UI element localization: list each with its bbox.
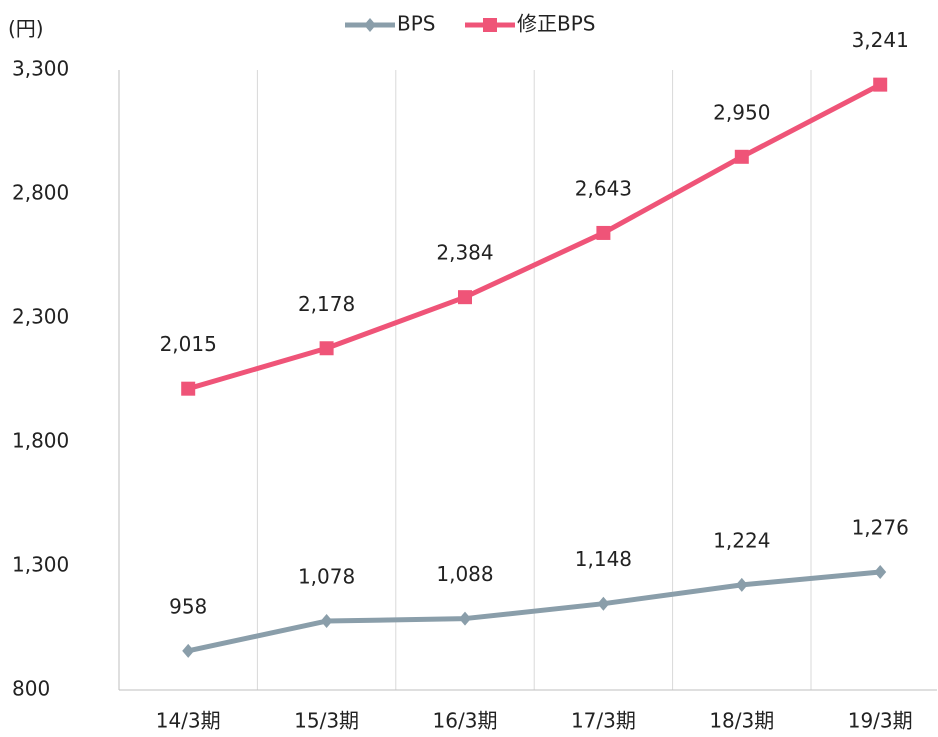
x-tick-label: 18/3期 bbox=[709, 709, 774, 733]
x-tick-label: 19/3期 bbox=[848, 709, 913, 733]
data-label: 1,224 bbox=[713, 528, 770, 552]
data-label: 1,088 bbox=[436, 562, 493, 586]
data-label: 2,384 bbox=[436, 241, 493, 265]
data-point bbox=[734, 149, 749, 164]
y-tick-label: 2,300 bbox=[12, 305, 69, 329]
y-tick-label: 3,300 bbox=[12, 57, 69, 81]
data-point bbox=[458, 290, 472, 305]
data-label: 2,178 bbox=[298, 292, 355, 316]
data-label: 2,015 bbox=[160, 332, 217, 356]
data-point bbox=[596, 225, 611, 240]
x-tick-label: 17/3期 bbox=[571, 709, 636, 733]
x-tick-label: 15/3期 bbox=[294, 709, 359, 733]
data-label: 958 bbox=[169, 594, 207, 618]
data-point bbox=[319, 341, 334, 356]
x-tick-label: 16/3期 bbox=[433, 709, 498, 733]
x-tick-label: 14/3期 bbox=[156, 709, 221, 733]
y-tick-label: 800 bbox=[12, 677, 50, 701]
data-label: 2,643 bbox=[575, 176, 632, 200]
data-label: 3,241 bbox=[852, 28, 909, 52]
series-line bbox=[187, 82, 882, 392]
y-tick-label: 1,800 bbox=[12, 429, 69, 453]
legend-label: 修正BPS bbox=[517, 12, 595, 36]
legend-label: BPS bbox=[397, 12, 435, 36]
y-unit: (円) bbox=[8, 17, 44, 41]
legend-marker bbox=[364, 18, 376, 32]
data-point bbox=[181, 381, 196, 396]
data-point bbox=[320, 614, 333, 629]
legend-marker bbox=[483, 18, 497, 32]
y-tick-label: 1,300 bbox=[12, 553, 69, 577]
data-label: 1,148 bbox=[575, 547, 632, 571]
y-tick-label: 2,800 bbox=[12, 181, 69, 205]
data-point bbox=[597, 596, 610, 611]
series-line bbox=[187, 569, 881, 654]
data-point bbox=[182, 643, 195, 658]
data-label: 1,276 bbox=[852, 515, 909, 539]
data-point bbox=[459, 611, 471, 626]
data-point bbox=[873, 77, 888, 92]
data-label: 2,950 bbox=[713, 100, 770, 124]
data-point bbox=[874, 564, 887, 579]
data-point bbox=[735, 577, 748, 592]
data-label: 1,078 bbox=[298, 565, 355, 589]
